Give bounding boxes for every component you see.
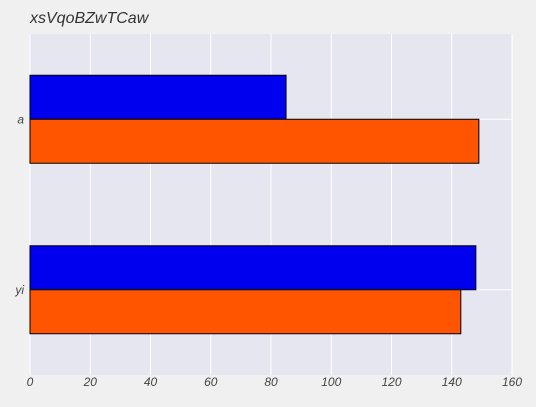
bar-series-2-yi [30,290,461,334]
x-tick-label: 80 [264,375,278,389]
bar-series-1-yi [30,246,476,290]
x-tick-label: 0 [27,375,34,389]
x-tick-label: 160 [502,375,522,389]
bar-series-2-a [30,119,479,163]
y-axis-ticks: a yi [14,112,24,297]
x-tick-label: 20 [83,375,98,389]
y-tick-label: a [17,112,24,126]
x-tick-label: 120 [381,375,401,389]
x-tick-label: 140 [442,375,462,389]
x-tick-label: 60 [204,375,218,389]
x-axis-ticks: 0 20 40 60 80 100 120 140 160 [27,375,523,389]
chart-title: xsVqoBZwTCaw [30,10,148,28]
bar-series-1-a [30,75,286,119]
x-tick-label: 100 [321,375,341,389]
x-tick-label: 40 [144,375,158,389]
y-tick-label: yi [14,283,24,297]
